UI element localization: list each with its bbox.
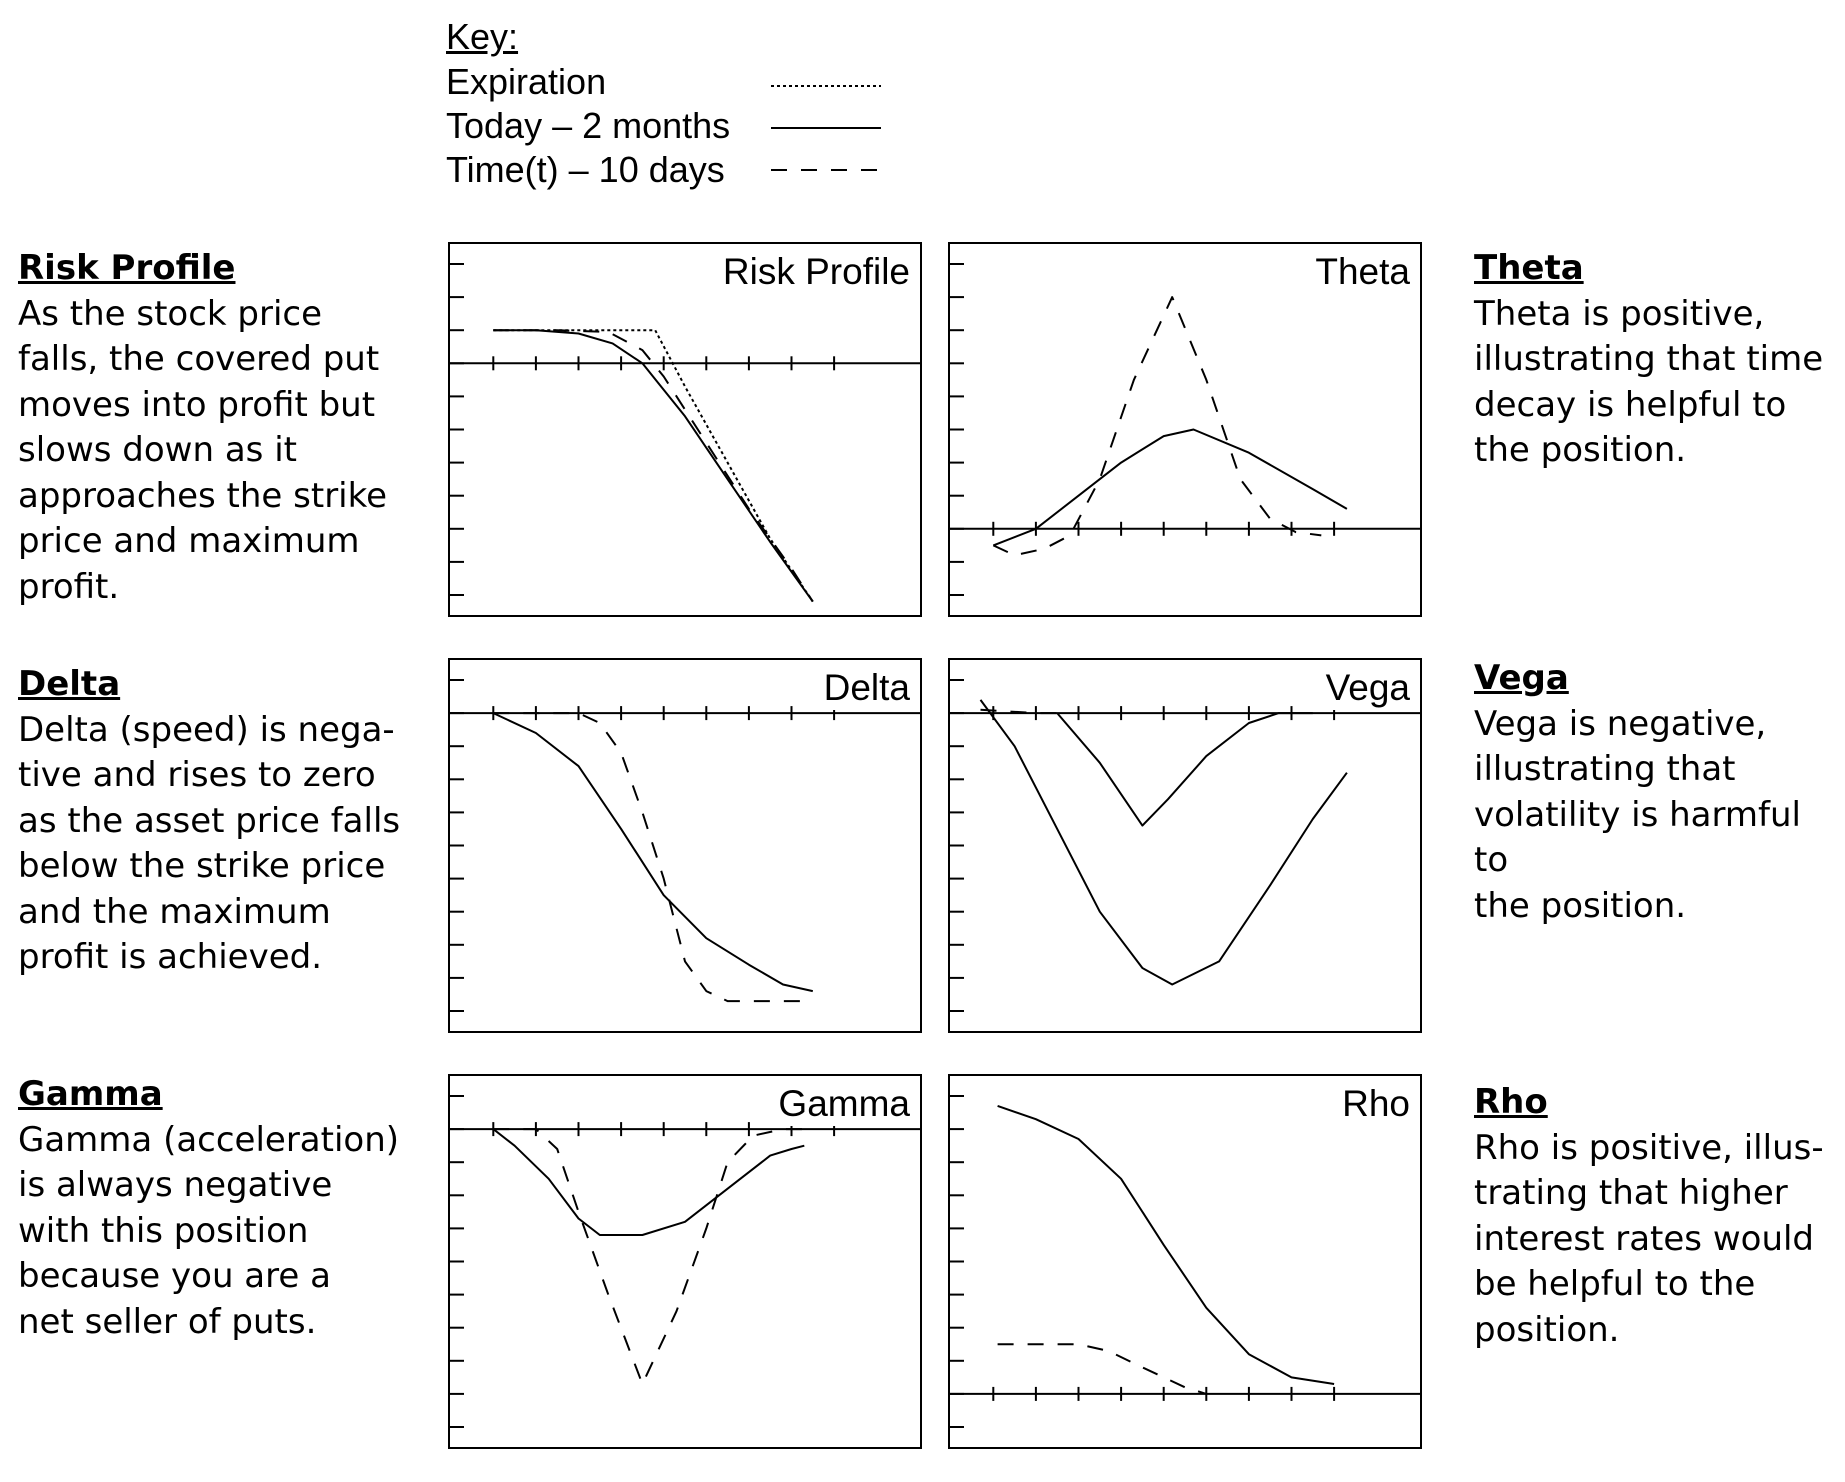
series-line-dashed-1 (493, 712, 813, 1003)
chart-panel-delta: Delta (448, 658, 922, 1033)
series-line-solid-0 (492, 712, 814, 993)
desc-heading-gamma: Gamma (18, 1074, 163, 1114)
series-line-solid-1 (493, 329, 814, 603)
chart-panel-theta: Theta (948, 242, 1422, 617)
desc-line: slows down as it (18, 430, 297, 470)
desc-line: As the stock price (18, 293, 323, 334)
series-line-solid-0 (992, 428, 1348, 547)
chart-plot-rho (950, 1095, 1420, 1428)
desc-line: volatility is harmful to (1474, 794, 1801, 881)
desc-line: below the strike price (18, 846, 386, 886)
series-line-dashed-2 (493, 329, 814, 603)
chart-title-risk-profile: Risk Profile (718, 250, 910, 294)
chart-plot-gamma (450, 1095, 920, 1428)
key-row-time-t: Time(t) – 10 days (446, 148, 881, 192)
series-line-dashed-1 (992, 296, 1322, 557)
chart-plot-vega (950, 679, 1420, 1012)
desc-line: approaches the strike (18, 475, 388, 516)
series-line-dashed-1 (997, 1343, 1207, 1395)
chart-plot-delta (450, 679, 920, 1012)
series-line-solid-0 (997, 1104, 1335, 1385)
chart-title-theta: Theta (1311, 250, 1410, 294)
desc-line: and the maximum (18, 891, 331, 932)
desc-line: tive and rises to zero (18, 755, 376, 795)
desc-heading-rho: Rho (1474, 1082, 1548, 1122)
desc-line: because you are a (18, 1256, 331, 1296)
chart-panel-gamma: Gamma (448, 1074, 922, 1449)
desc-gamma: Gamma Gamma (acceleration) is always neg… (18, 1072, 399, 1345)
key-label-today: Today – 2 months (446, 105, 731, 146)
series-line-dotted-0 (493, 329, 814, 603)
chart-title-delta: Delta (819, 666, 910, 710)
desc-line: the position. (1474, 430, 1687, 470)
desc-line: profit is achieved. (18, 937, 323, 977)
chart-panel-vega: Vega (948, 658, 1422, 1033)
series-line-dashed-1 (980, 708, 1058, 715)
desc-line: falls, the covered put (18, 339, 380, 379)
desc-line: illustrating that (1474, 749, 1736, 789)
chart-plot-risk-profile (450, 263, 920, 603)
desc-line: Rho is positive, illus- (1474, 1127, 1824, 1168)
chart-title-vega: Vega (1321, 666, 1410, 710)
desc-line: moves into profit but (18, 384, 376, 425)
key-row-expiration: Expiration (446, 60, 881, 104)
chart-title-rho: Rho (1338, 1082, 1410, 1126)
desc-rho: Rho Rho is positive, illus- trating that… (1474, 1080, 1824, 1353)
desc-line: Gamma (acceleration) (18, 1119, 400, 1160)
desc-line: illustrating that time (1474, 339, 1824, 379)
key-swatch-solid (771, 127, 881, 129)
desc-line: interest rates would (1474, 1218, 1815, 1259)
chart-plot-theta (950, 263, 1420, 596)
chart-title-gamma: Gamma (774, 1082, 910, 1126)
desc-line: price and maximum (18, 521, 360, 561)
desc-heading-vega: Vega (1474, 658, 1569, 698)
series-line-solid-2 (1056, 712, 1313, 827)
key-label-time-t: Time(t) – 10 days (446, 149, 725, 190)
desc-line: decay is helpful to (1474, 384, 1787, 425)
key-row-today: Today – 2 months (446, 104, 881, 148)
desc-line: the position. (1474, 885, 1687, 926)
desc-heading-delta: Delta (18, 664, 121, 704)
desc-theta: Theta Theta is positive, illustrating th… (1474, 246, 1823, 474)
desc-heading-theta: Theta (1474, 248, 1584, 288)
desc-line: trating that higher (1474, 1173, 1788, 1213)
desc-line: net seller of puts. (18, 1301, 317, 1342)
desc-line: profit. (18, 566, 120, 607)
key-swatch-dashed (771, 169, 881, 171)
key-swatch-dotted (771, 85, 881, 87)
desc-line: position. (1474, 1309, 1620, 1350)
chart-panel-rho: Rho (948, 1074, 1422, 1449)
key-title: Key: (446, 16, 519, 57)
desc-line: Vega is negative, (1474, 703, 1767, 744)
desc-risk-profile: Risk Profile As the stock price falls, t… (18, 246, 387, 610)
chart-key: Key: Expiration Today – 2 months Time(t)… (446, 14, 881, 192)
desc-line: with this position (18, 1210, 309, 1251)
series-line-dashed-1 (493, 1128, 805, 1385)
series-line-solid-0 (492, 1128, 805, 1236)
desc-vega: Vega Vega is negative, illustrating that… (1474, 656, 1845, 929)
desc-heading-risk-profile: Risk Profile (18, 248, 236, 288)
desc-line: be helpful to the (1474, 1264, 1756, 1304)
desc-line: Theta is positive, (1474, 293, 1765, 334)
key-label-expiration: Expiration (446, 61, 607, 102)
desc-line: Delta (speed) is nega- (18, 709, 395, 750)
desc-delta: Delta Delta (speed) is nega- tive and ri… (18, 662, 400, 981)
series-line-solid-0 (979, 699, 1348, 986)
desc-line: as the asset price falls (18, 800, 401, 841)
desc-line: is always negative (18, 1165, 333, 1205)
chart-panel-risk-profile: Risk Profile (448, 242, 922, 617)
